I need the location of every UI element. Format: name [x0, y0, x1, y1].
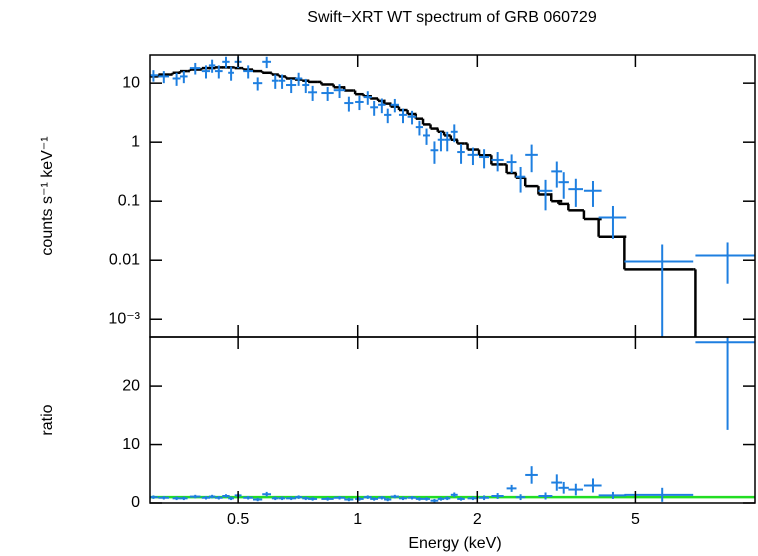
frame [149, 336, 756, 504]
y-tick-label: 20 [122, 377, 140, 394]
x-tick-label: 2 [473, 511, 482, 528]
frame [149, 54, 756, 338]
y-tick-label: 10⁻³ [108, 310, 140, 327]
y-axis-label: counts s⁻¹ keV⁻¹ [39, 136, 56, 255]
y-tick-label: 0.01 [109, 251, 140, 268]
y-tick-label: 1 [131, 133, 140, 150]
y-tick-label: 0 [131, 494, 140, 511]
y-tick-label: 0.1 [118, 192, 140, 209]
x-axis-label: Energy (keV) [408, 535, 501, 552]
y-axis-label: ratio [39, 404, 56, 435]
y-tick-label: 10 [122, 74, 140, 91]
top-plot [150, 56, 755, 337]
y-tick-label: 10 [122, 436, 140, 453]
x-tick-label: 1 [353, 511, 362, 528]
x-tick-label: 0.5 [227, 511, 249, 528]
x-tick-label: 5 [631, 511, 640, 528]
chart-title: Swift−XRT WT spectrum of GRB 060729 [307, 9, 597, 26]
ratio-plot [150, 337, 755, 503]
